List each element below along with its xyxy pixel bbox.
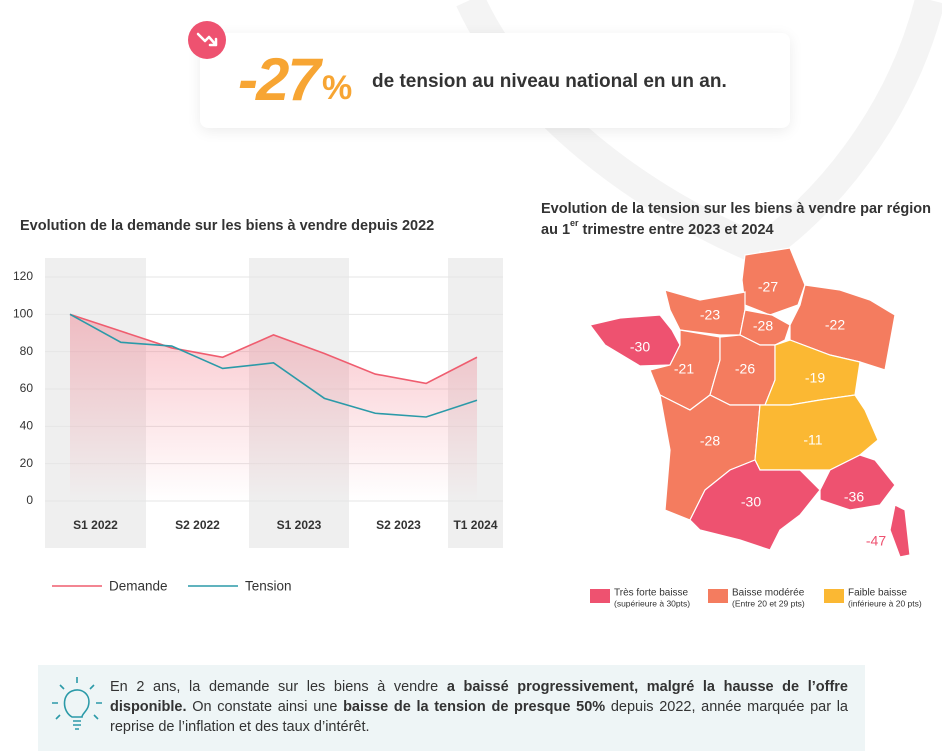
legend-label: Très forte baisse [614, 588, 689, 599]
legend-label: Tension [245, 579, 292, 594]
region [741, 247, 806, 316]
region-value: -28 [753, 318, 773, 334]
region-value: -36 [844, 489, 864, 505]
line [69, 313, 478, 385]
note-box: En 2 ans, la demande sur les biens à ven… [38, 665, 865, 751]
region-value: -23 [700, 307, 720, 323]
legend-swatch [708, 589, 728, 603]
map-title-sup: er [570, 218, 579, 228]
chart-title: Evolution de la demande sur les biens à … [20, 218, 434, 234]
stat-unit: % [322, 69, 353, 107]
y-tick-label: 120 [13, 269, 33, 283]
x-tick-label: S1 2022 [73, 518, 118, 532]
legend-label: Faible baisse [848, 588, 907, 599]
trend-icon [188, 21, 226, 59]
x-tick-label: S2 2023 [376, 518, 421, 532]
y-tick-label: 100 [13, 307, 33, 321]
legend-sublabel: (supérieure à 30pts) [614, 598, 690, 608]
region [889, 504, 911, 558]
line-chart: Evolution de la demande sur les biens à … [13, 218, 503, 594]
bulb-icon [52, 677, 102, 730]
x-tick-label: S1 2023 [277, 518, 322, 532]
region-value: -47 [866, 533, 886, 549]
stat-card: -27 % de tension au niveau national en u… [200, 33, 790, 128]
line [69, 313, 478, 418]
region-value: -28 [700, 433, 720, 449]
legend-swatch [590, 589, 610, 603]
legend-swatch [824, 589, 844, 603]
y-tick-label: 60 [20, 381, 34, 395]
map-title-part: trimestre entre 2023 et 2024 [579, 222, 774, 238]
y-tick-label: 20 [20, 456, 34, 470]
y-tick-label: 40 [20, 419, 34, 433]
region-value: -22 [825, 317, 845, 333]
region-value: -27 [758, 279, 778, 295]
legend-sublabel: (Entre 20 et 29 pts) [732, 598, 805, 608]
region-value: -30 [630, 339, 650, 355]
region-value: -19 [805, 370, 825, 386]
map-title-part: au 1 [541, 222, 570, 238]
region [819, 454, 896, 511]
region-value: -11 [803, 432, 822, 448]
arrow-path [196, 32, 218, 47]
map-title: au 1er trimestre entre 2023 et 2024 [541, 218, 774, 237]
map-title: Evolution de la tension sur les biens à … [541, 201, 931, 217]
area [70, 314, 477, 501]
note-segment: baisse de la tension de presque 50% [343, 699, 606, 715]
region-value: -21 [674, 361, 694, 377]
trend-arrow [196, 32, 218, 47]
legend-sublabel: (inférieure à 20 pts) [848, 598, 922, 608]
region-value: -26 [735, 361, 755, 377]
region-value: -30 [741, 494, 761, 510]
note-segment: depuis 2022, année marquée par la repris… [110, 699, 848, 735]
x-tick-label: S2 2022 [175, 518, 220, 532]
note-text: En 2 ans, la demande sur les biens à ven… [110, 677, 848, 737]
x-tick-label: T1 2024 [453, 518, 497, 532]
stat-text: de tension au niveau national en un an. [372, 71, 727, 92]
note-segment: a baissé progressivement, malgré la haus… [110, 679, 848, 715]
bulb [52, 677, 102, 730]
y-tick-label: 80 [20, 344, 34, 358]
note-segment: On constate ainsi une [186, 699, 344, 715]
y-tick-label: 0 [26, 493, 33, 507]
note-segment: En 2 ans, la demande sur les biens à ven… [110, 679, 447, 695]
stat-value: -27 [238, 46, 321, 113]
region-map: Evolution de la tension sur les biens à … [541, 201, 931, 608]
legend-label: Baisse modérée [732, 588, 805, 599]
legend-label: Demande [109, 579, 168, 594]
region [689, 459, 821, 551]
